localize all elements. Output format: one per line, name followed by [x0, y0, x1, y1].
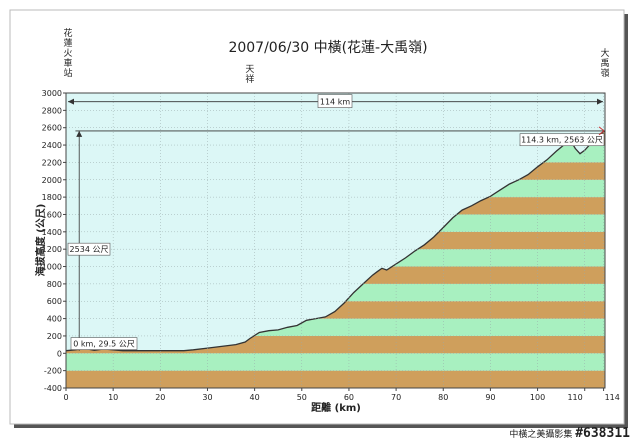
y-tick-label: 1600 — [42, 210, 62, 219]
y-tick-label: 800 — [47, 280, 62, 289]
y-tick-label: 1400 — [42, 228, 62, 237]
x-tick-label: 50 — [297, 393, 307, 402]
distance-label: 114 km — [320, 98, 350, 107]
y-tick-label: 1200 — [42, 245, 62, 254]
elevation-profile-line — [65, 130, 606, 352]
place-label: 天祥 — [245, 65, 254, 85]
y-tick-label: 2000 — [42, 176, 62, 185]
x-tick-label: 0 — [63, 393, 68, 402]
x-tick-label: 110 — [567, 393, 582, 402]
y-tick-label: 2200 — [42, 158, 62, 167]
elevation-band — [66, 370, 605, 388]
x-tick-label: 70 — [391, 393, 401, 402]
place-labels: 花蓮火車站天祥 大禹嶺 — [63, 27, 609, 85]
x-tick-label: 90 — [485, 393, 495, 402]
distance-label-box — [317, 94, 353, 108]
climb-label: 2534 公尺 — [70, 245, 109, 254]
y-tick-label: 1000 — [42, 263, 62, 272]
y-tick-label: 2600 — [42, 124, 62, 133]
y-axis-label: 海拔高度 (公尺) — [34, 204, 47, 277]
place-label: 大禹嶺 — [600, 47, 609, 79]
x-tick-label: 80 — [438, 393, 448, 402]
end-marker — [598, 126, 605, 136]
watermark-code: #638311 — [575, 426, 630, 441]
y-tick-label: 0 — [57, 349, 62, 358]
x-tick-label: 10 — [108, 393, 118, 402]
y-tick-label: 3000 — [42, 89, 62, 98]
y-tick-label: -400 — [44, 384, 62, 393]
y-tick-label: 2800 — [42, 106, 62, 115]
x-tick-label: 114 — [605, 393, 620, 402]
x-tick-label: 30 — [202, 393, 212, 402]
y-tick-labels: -400 -200 0 200 400 600 800 1000 1200 1400 1600 180… — [42, 89, 66, 393]
chart-title: 2007/06/30 中橫(花蓮-大禹嶺) — [228, 40, 427, 56]
start-label-box — [70, 337, 138, 350]
distance-arrow-head-left — [68, 98, 74, 105]
place-label: 花蓮火車站 — [63, 27, 72, 79]
end-label: 114.3 km, 2563 公尺 — [521, 136, 603, 145]
y-tick-label: 400 — [47, 315, 62, 324]
y-tick-label: 200 — [47, 332, 62, 341]
y-tick-label: 2400 — [42, 141, 62, 150]
x-tick-label: 40 — [250, 393, 260, 402]
start-label: 0 km, 29.5 公尺 — [73, 340, 135, 349]
y-tick-label: 1800 — [42, 193, 62, 202]
x-tick-label: 60 — [344, 393, 354, 402]
y-tick-label: -200 — [44, 367, 62, 376]
x-tick-labels: 0 10 20 30 40 50 60 70 80 90 100 110 114 — [63, 388, 620, 402]
x-axis-label: 距離 (km) — [311, 401, 361, 414]
end-label-box — [519, 133, 605, 147]
climb-arrow-head-top — [76, 130, 83, 137]
x-tick-label: 100 — [530, 393, 545, 402]
watermark: 中橫之美攝影集 #638311 — [509, 426, 630, 441]
annotations: 114 km 2534 公尺 0 km, 29.5 公尺 114.3 km, 2563… — [67, 94, 605, 351]
x-tick-label: 20 — [155, 393, 165, 402]
elevation-band — [66, 353, 605, 371]
y-tick-label: 600 — [47, 297, 62, 306]
watermark-text: 中橫之美攝影集 — [509, 430, 573, 440]
distance-arrow-head-right — [597, 98, 603, 105]
climb-label-box — [67, 242, 111, 256]
plot-border — [65, 92, 606, 389]
